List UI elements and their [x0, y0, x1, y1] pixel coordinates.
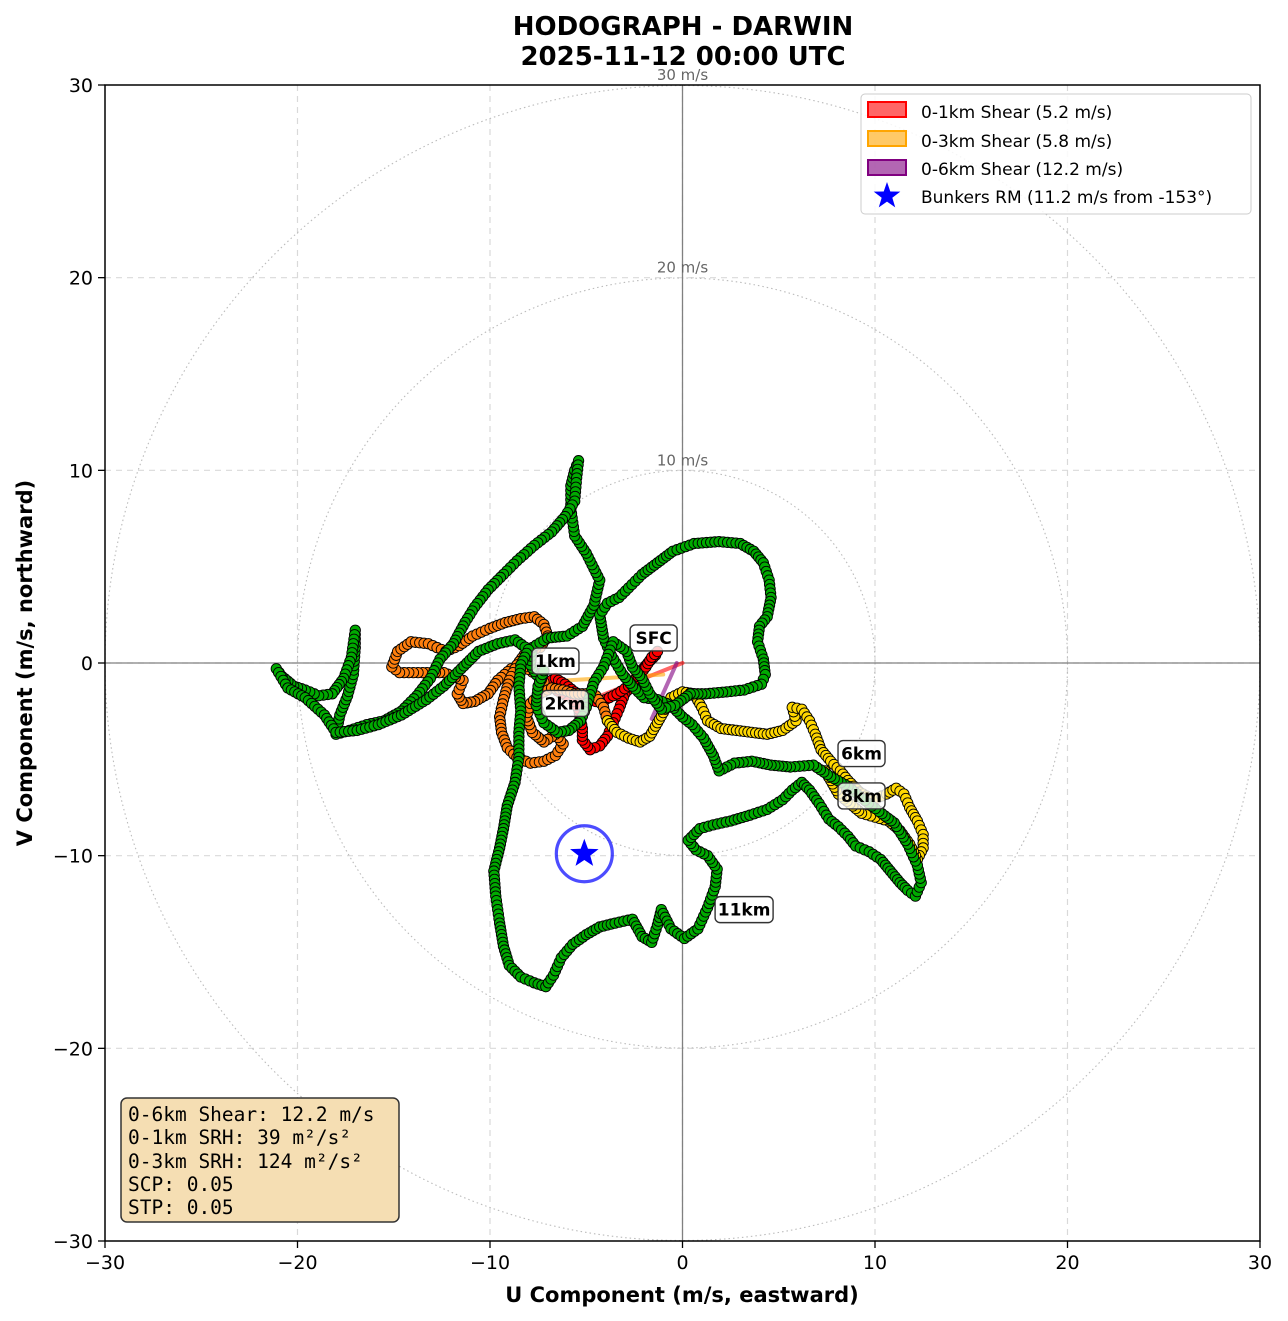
- legend: 0-1km Shear (5.2 m/s) 0-3km Shear (5.8 m…: [860, 93, 1252, 215]
- height-label: 1km: [535, 652, 576, 672]
- axis-ticks: −30 −20 −10 0 10 20 30 −30 −20 −10 0 10 20 30: [53, 75, 1272, 1274]
- hodograph-trace: [270, 455, 929, 993]
- legend-label-0-1km: 0-1km Shear (5.2 m/s): [921, 103, 1112, 123]
- height-labels: SFC 1km 2km 6km 8km 11km: [531, 624, 886, 924]
- shear-vector-0-3km: [565, 672, 666, 683]
- legend-star-icon: [873, 182, 901, 208]
- height-label-box: [714, 895, 774, 924]
- y-tick-label: −10: [53, 846, 93, 868]
- chart-subtitle: 2025-11-12 00:00 UTC: [520, 42, 845, 72]
- bunkers-ring: [554, 824, 614, 884]
- speed-ring-label: 30 m/s: [657, 66, 709, 84]
- y-tick-label: 20: [69, 268, 93, 290]
- legend-box: [860, 93, 1252, 215]
- height-label-box: [531, 647, 580, 675]
- legend-label-0-3km: 0-3km Shear (5.8 m/s): [921, 132, 1112, 152]
- x-tick-label: 10: [863, 1252, 887, 1274]
- stats-line-srh3: 0-3km SRH: 124 m²/s²: [128, 1150, 363, 1173]
- speed-ring-label: 20 m/s: [657, 259, 709, 277]
- speed-ring-label: 10 m/s: [657, 451, 709, 469]
- height-label-box: [629, 624, 678, 652]
- x-tick-label: −30: [85, 1252, 125, 1274]
- x-tick-label: 30: [1248, 1252, 1272, 1274]
- legend-swatch-0-3km: [867, 130, 907, 147]
- y-tick-label: 0: [81, 653, 93, 675]
- legend-swatch-0-1km: [867, 101, 907, 118]
- x-axis-label: U Component (m/s, eastward): [505, 1283, 858, 1307]
- y-axis-label: V Component (m/s, northward): [13, 480, 37, 846]
- y-tick-label: 10: [69, 460, 93, 482]
- height-label-box: [540, 689, 590, 718]
- y-tick-label: 30: [69, 75, 93, 97]
- stats-line-scp: SCP: 0.05: [128, 1173, 234, 1196]
- stats-line-srh1: 0-1km SRH: 39 m²/s²: [128, 1126, 351, 1149]
- stats-box-bg: [120, 1097, 400, 1223]
- stats-line-stp: STP: 0.05: [128, 1196, 234, 1219]
- legend-label-bunkers: Bunkers RM (11.2 m/s from -153°): [921, 188, 1212, 208]
- y-tick-label: −20: [53, 1038, 93, 1060]
- chart-title: HODOGRAPH - DARWIN: [513, 12, 854, 42]
- x-tick-label: −10: [470, 1252, 510, 1274]
- height-label: SFC: [635, 629, 671, 649]
- height-label-box: [837, 782, 886, 810]
- legend-swatch-0-6km: [867, 159, 907, 176]
- height-label: 8km: [841, 787, 882, 807]
- stats-line-shear: 0-6km Shear: 12.2 m/s: [128, 1103, 375, 1126]
- x-tick-label: 0: [676, 1252, 688, 1274]
- legend-label-0-6km: 0-6km Shear (12.2 m/s): [921, 160, 1123, 180]
- height-label: 11km: [718, 901, 771, 921]
- bunkers-rm-marker: [554, 824, 614, 884]
- y-tick-label: −30: [53, 1231, 93, 1253]
- x-tick-label: −20: [277, 1252, 317, 1274]
- height-label-box: [837, 739, 886, 768]
- x-tick-label: 20: [1055, 1252, 1079, 1274]
- height-label: 2km: [545, 694, 586, 714]
- height-label: 6km: [841, 745, 882, 765]
- stats-box: 0-6km Shear: 12.2 m/s 0-1km SRH: 39 m²/s…: [120, 1097, 400, 1223]
- bunkers-star-icon: [570, 838, 599, 866]
